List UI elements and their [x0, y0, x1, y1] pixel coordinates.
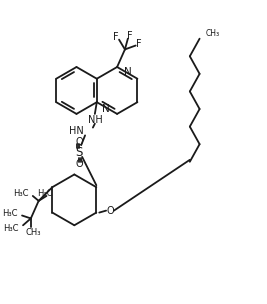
Text: H₃C: H₃C [2, 209, 17, 218]
Text: CH₃: CH₃ [205, 29, 219, 38]
Text: N: N [124, 67, 132, 77]
Text: S: S [76, 147, 83, 160]
Text: N: N [102, 104, 110, 114]
Text: O: O [75, 159, 83, 169]
Text: HN: HN [69, 126, 84, 136]
Text: NH: NH [88, 115, 103, 125]
Text: O: O [106, 206, 114, 216]
Text: H₃C: H₃C [4, 224, 19, 233]
Text: F: F [113, 32, 119, 42]
Text: F: F [127, 31, 133, 41]
Text: CH₃: CH₃ [25, 228, 41, 237]
Text: O: O [75, 137, 83, 147]
Text: H₃C: H₃C [37, 188, 52, 198]
Text: H₃C: H₃C [13, 188, 29, 198]
Text: F: F [136, 39, 142, 49]
